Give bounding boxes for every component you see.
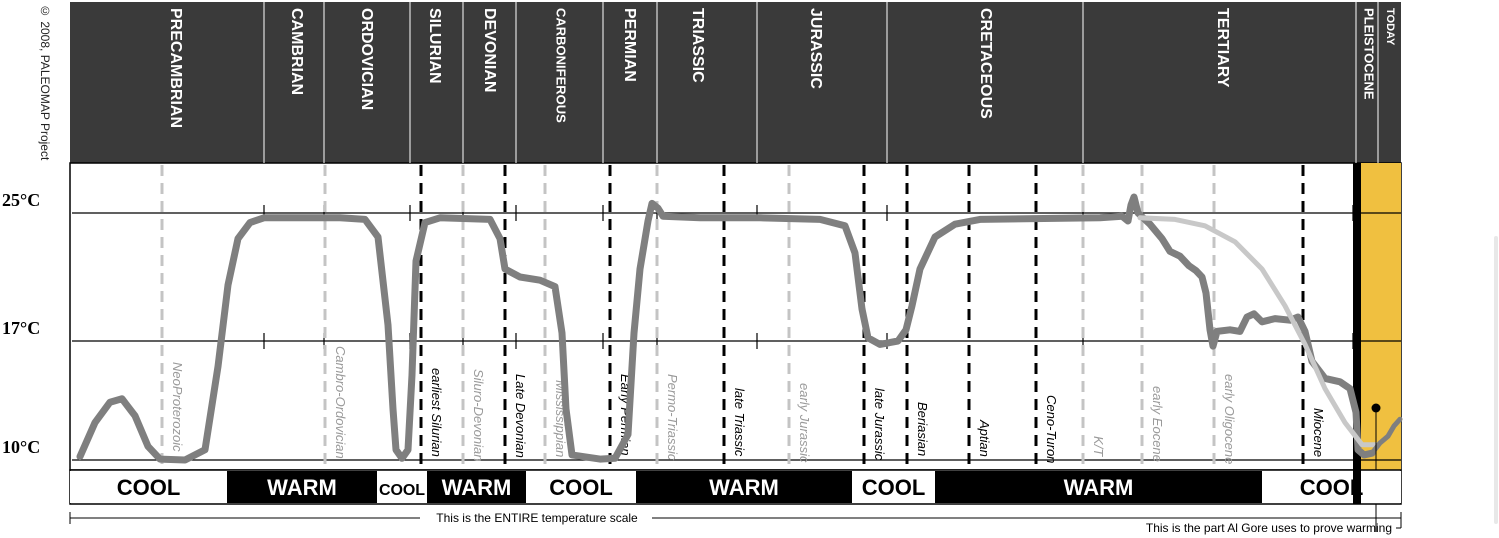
gore-annotation: This is the part Al Gore uses to prove w… [1146, 521, 1392, 535]
temperature-series [76, 193, 1376, 464]
event-label: late Triassic [732, 388, 747, 457]
y-tick-25: 25°C [2, 190, 40, 210]
event-label: Cambro-Ordovician [333, 346, 348, 459]
y-tick-17: 17°C [2, 318, 40, 338]
event-label: early Eocene [1150, 386, 1165, 462]
climate-band-label: COOL [379, 482, 425, 499]
copyright-text: © 2008, PALEOMAP Project [38, 4, 52, 161]
period-label-jurassic: JURASSIC [807, 8, 824, 89]
climate-band-cool [852, 471, 935, 503]
period-label-precambrian: PRECAMBRIAN [167, 8, 184, 128]
climate-band-cool [377, 471, 427, 503]
plot-area [69, 162, 1402, 471]
climate-band-label: WARM [267, 475, 337, 500]
period-label-devonian: DEVONIAN [481, 8, 498, 92]
page-scrollbar[interactable] [1494, 236, 1498, 524]
climate-band-label: WARM [442, 475, 512, 500]
period-label-tertiary: TERTIARY [1214, 8, 1231, 88]
climate-band-warm [227, 471, 377, 503]
y-tick-10: 10°C [2, 437, 40, 457]
event-label: Aptian [977, 419, 992, 457]
period-label-triassic: TRIASSIC [689, 8, 706, 83]
recent-boundary [1353, 163, 1361, 470]
event-label: earliest Silurian [429, 368, 444, 457]
recent-trend-series [1137, 215, 1381, 448]
climate-band-label: COOL [1300, 475, 1364, 500]
climate-band-label: WARM [1064, 475, 1134, 500]
period-label-pleistocene: PLEISTOCENE [1362, 8, 1377, 100]
period-label-today: TODAY [1384, 8, 1396, 46]
climate-band-cool [70, 471, 227, 503]
climate-band-warm [636, 471, 852, 503]
event-label: Miocene [1311, 408, 1326, 457]
event-label: NeoProterozoic [170, 362, 185, 452]
recent-boundary-band [1353, 470, 1361, 504]
period-label-carboniferous: CARBONIFEROUS [554, 8, 569, 123]
climate-band-label: COOL [549, 475, 613, 500]
period-label-ordovician: ORDOVICIAN [358, 8, 375, 110]
entire-scale-annotation: This is the ENTIRE temperature scale [436, 511, 638, 525]
climate-band-label: COOL [117, 475, 181, 500]
event-label: Beriasian [915, 402, 930, 456]
climate-band-label: WARM [709, 475, 779, 500]
period-header [70, 2, 1401, 163]
event-label: late Jurassic [872, 388, 887, 461]
climate-band-cool [1262, 471, 1401, 503]
event-label: Permo-Triassic [665, 374, 680, 461]
climate-band-warm [427, 471, 526, 503]
period-label-silurian: SILURIAN [426, 8, 443, 84]
event-label: Late Devonian [513, 374, 528, 458]
event-label: early Oligocene [1222, 374, 1237, 464]
event-label: early Jurassic [797, 383, 812, 463]
climate-band-warm [935, 471, 1262, 503]
climate-band-label: COOL [862, 475, 926, 500]
climate-band-cool [526, 471, 636, 503]
period-label-permian: PERMIAN [621, 8, 638, 82]
period-label-cambrian: CAMBRIAN [288, 8, 305, 95]
period-label-cretaceous: CRETACEOUS [977, 8, 994, 119]
event-label: Ceno-Turon [1044, 395, 1059, 463]
event-label: K/T [1091, 436, 1106, 457]
event-label: Siluro-Devonian [471, 369, 486, 462]
recent-highlight [1360, 163, 1401, 470]
today-series [1369, 416, 1403, 456]
